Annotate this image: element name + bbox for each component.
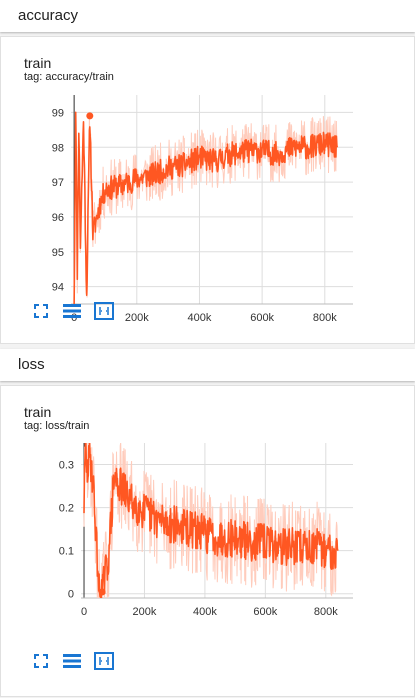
accuracy-chart[interactable]: 9495969798990200k400k600k800k — [1, 37, 414, 343]
fit-domain-button[interactable] — [93, 301, 115, 321]
card-title: train — [24, 404, 52, 420]
fit-domain-icon — [94, 652, 114, 670]
x-tick-label: 200k — [133, 606, 157, 618]
x-tick-label: 800k — [313, 312, 337, 324]
x-tick-label: 600k — [253, 606, 277, 618]
y-tick-label: 98 — [52, 142, 64, 154]
fullscreen-button[interactable] — [30, 651, 52, 671]
x-tick-label: 400k — [193, 606, 217, 618]
y-tick-label: 0.1 — [59, 546, 74, 558]
section-title: loss — [18, 356, 45, 373]
toggle-log-scale-icon — [63, 304, 81, 318]
fullscreen-icon — [34, 304, 48, 318]
y-tick-label: 97 — [52, 177, 64, 189]
card-tag: tag: accuracy/train — [24, 71, 114, 83]
y-tick-label: 0 — [68, 589, 74, 601]
y-tick-label: 0.2 — [59, 503, 74, 515]
section-title: accuracy — [18, 7, 79, 24]
card-tag: tag: loss/train — [24, 420, 90, 432]
plot-area — [83, 443, 339, 598]
x-tick-label: 400k — [188, 312, 212, 324]
x-tick-label: 800k — [314, 606, 338, 618]
chart-card-loss: train tag: loss/train 0 0.1 0.2 0.3 0 200k 400… — [0, 385, 415, 697]
x-tick-label: 600k — [250, 312, 274, 324]
y-tick-label: 99 — [52, 107, 64, 119]
plot-area — [73, 111, 339, 304]
card-title: train — [24, 55, 52, 71]
y-tick-label: 96 — [52, 212, 64, 224]
data-point-marker — [86, 112, 94, 120]
fit-domain-button[interactable] — [93, 651, 115, 671]
raw-series-line — [73, 114, 338, 304]
x-tick-label: 0 — [81, 606, 87, 618]
y-tick-label: 95 — [52, 247, 64, 259]
series-line — [83, 443, 339, 598]
series-line — [73, 111, 339, 304]
fullscreen-button[interactable] — [30, 301, 52, 321]
toggle-log-scale-button[interactable] — [61, 651, 83, 671]
toggle-log-scale-button[interactable] — [61, 301, 83, 321]
fullscreen-icon — [34, 654, 48, 668]
y-tick-label: 94 — [52, 282, 64, 294]
x-tick-label: 200k — [125, 312, 149, 324]
data-point-marker — [98, 588, 106, 596]
toggle-log-scale-icon — [63, 654, 81, 668]
y-tick-label: 0.3 — [59, 460, 74, 472]
section-header-loss[interactable]: loss — [0, 349, 415, 381]
loss-chart[interactable]: 0 0.1 0.2 0.3 0 200k 400k 600k 800k — [1, 386, 414, 696]
chart-card-accuracy: train tag: accuracy/train 94959697989902… — [0, 36, 415, 344]
fit-domain-icon — [94, 302, 114, 320]
section-header-accuracy[interactable]: accuracy — [0, 0, 415, 32]
